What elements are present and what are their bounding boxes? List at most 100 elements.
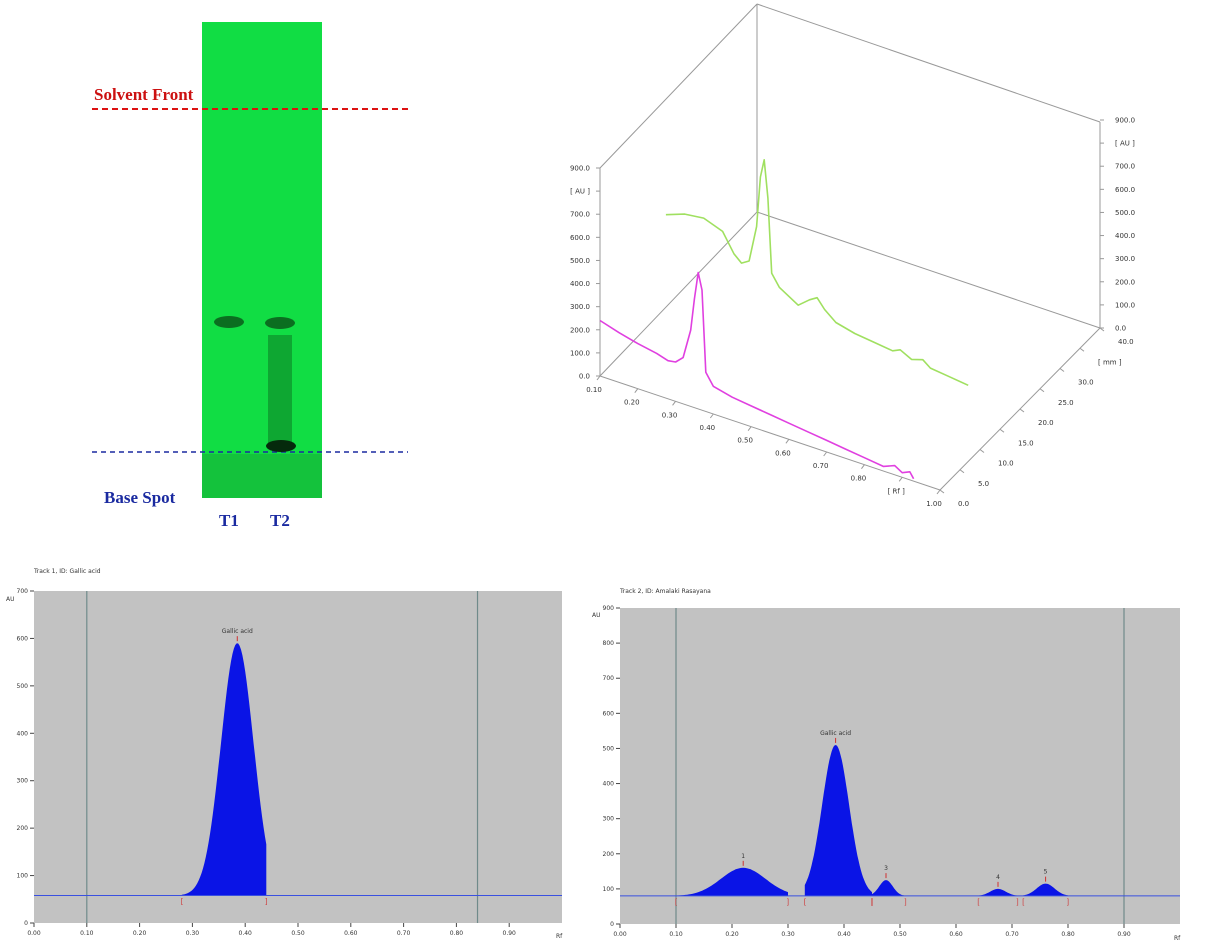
peak-area: [676, 867, 788, 896]
frame-edge: [599, 375, 941, 491]
y-tick-label: 400: [17, 730, 29, 737]
y-tick-right-label: 200.0: [1115, 278, 1135, 286]
tlc-plate-bottom-band: [202, 454, 322, 498]
y-tick-label: 300.0: [570, 303, 590, 311]
track1-chromatogram: Track 1, ID: Gallic acid AU Rf 0 100 200 30…: [6, 568, 563, 940]
peak-label: Gallic acid: [222, 628, 253, 635]
track2-plot-area: [620, 608, 1180, 924]
y-tick-right-label: 100.0: [1115, 301, 1135, 309]
z-tick-label: 10.0: [998, 460, 1014, 468]
y-tick-right-label: [ AU ]: [1115, 140, 1135, 148]
peak-label: Gallic acid: [820, 730, 851, 737]
y-tick-label: 400.0: [570, 280, 590, 288]
y-tick-label: 500: [603, 745, 615, 752]
x-tick-label: 0.00: [613, 931, 627, 938]
x-tick-label: 0.60: [775, 449, 791, 457]
y-tick-right-label: 700.0: [1115, 163, 1135, 171]
y-tick-right-label: 300.0: [1115, 255, 1135, 263]
x-tick-label: 0.20: [624, 399, 640, 407]
x-tick-label: 0.80: [450, 930, 464, 937]
peak-area: [978, 888, 1018, 896]
x-tick: [596, 375, 601, 381]
y-tick-label: 700: [17, 588, 29, 595]
track2-y-axis-label: AU: [592, 612, 601, 619]
y-tick-right-label: 400.0: [1115, 232, 1135, 240]
track1-title: Track 1, ID: Gallic acid: [33, 568, 101, 575]
z-tick: [1019, 408, 1025, 413]
y-tick-label: 0: [24, 920, 28, 927]
peak-area: [1023, 883, 1068, 896]
peak-start-marker: [: [977, 899, 979, 906]
x-tick-label: 0.50: [893, 931, 907, 938]
peak-start-marker: [: [1022, 899, 1024, 906]
y-tick-right-label: 900.0: [1115, 117, 1135, 125]
tlc-base-spot-t2: [266, 440, 296, 452]
z-tick: [1059, 368, 1065, 372]
x-tick-label: 0.30: [662, 411, 678, 419]
x-tick-label: 0.90: [1117, 931, 1131, 938]
solvent-front-label: Solvent Front: [94, 85, 194, 104]
y-tick-label: 700: [603, 675, 615, 682]
y-tick-label: 100: [17, 873, 29, 880]
peak-label: 5: [1044, 869, 1048, 876]
frame-edge: [756, 211, 1101, 329]
z-tick-label: 20.0: [1038, 419, 1054, 427]
y-tick-right-label: 600.0: [1115, 186, 1135, 194]
densitogram-3d: 0.0 100.0 200.0 300.0 400.0 500.0 600.0 700.0 [ …: [570, 3, 1135, 508]
peak-start-marker: [: [675, 899, 677, 906]
track1-y-axis-label: AU: [6, 596, 15, 603]
peak-start-marker: [: [871, 899, 873, 906]
y-tick-label: 200: [17, 825, 29, 832]
y-tick-label: 200.0: [570, 326, 590, 334]
series-line-track2: [665, 159, 969, 387]
z-tick-label: 30.0: [1078, 379, 1094, 387]
x-tick-label: 0.40: [837, 931, 851, 938]
frame-edge: [756, 3, 1101, 123]
x-tick-label: 0.40: [239, 930, 253, 937]
peak-label: 1: [741, 853, 745, 860]
y-tick-label: 800: [603, 640, 615, 647]
tlc-smear-t2: [268, 335, 292, 443]
peak-end-marker: ]: [265, 898, 267, 905]
x-tick: [709, 413, 714, 419]
y-tick-label: 900.0: [570, 165, 590, 173]
z-tick: [979, 449, 985, 453]
z-tick: [1099, 327, 1105, 332]
peak-area: [181, 643, 267, 896]
x-tick: [823, 451, 828, 457]
series-line-track1: [599, 271, 915, 480]
x-tick-label: 0.30: [186, 930, 200, 937]
x-tick: [634, 388, 639, 393]
tlc-spot-t2: [265, 317, 295, 329]
z-tick-label: [ mm ]: [1098, 358, 1122, 366]
z-tick: [939, 489, 945, 494]
x-tick-label: 0.70: [813, 462, 829, 470]
y-tick-label: 300: [17, 778, 29, 785]
y-tick-label: 300: [603, 816, 615, 823]
x-tick-label: 0.20: [133, 930, 147, 937]
peak-end-marker: ]: [871, 899, 873, 906]
y-tick-label: [ AU ]: [570, 188, 590, 196]
x-tick: [936, 489, 941, 495]
peak-area: [872, 880, 906, 896]
track1-x-axis-label: Rf: [556, 933, 563, 940]
x-tick-label: [ Rf ]: [888, 487, 906, 495]
peak-end-marker: ]: [787, 899, 789, 906]
track-label-t2: T2: [270, 511, 290, 530]
x-tick-label: 1.00: [926, 500, 942, 508]
y-tick-right-label: 500.0: [1115, 209, 1135, 217]
x-tick: [785, 439, 790, 444]
x-tick-label: 0.50: [291, 930, 305, 937]
x-tick-label: 0.90: [503, 930, 517, 937]
y-tick-label: 0.0: [579, 373, 590, 381]
x-tick-label: 0.70: [397, 930, 411, 937]
peak-start-marker: [: [804, 899, 806, 906]
frame-edge: [599, 211, 758, 377]
peak-end-marker: ]: [1067, 899, 1069, 906]
z-tick-label: 0.0: [958, 500, 969, 508]
y-tick-label: 600: [17, 635, 29, 642]
x-tick-label: 0.20: [725, 931, 739, 938]
x-tick: [898, 477, 903, 482]
x-tick-label: 0.60: [949, 931, 963, 938]
z-tick-label: 40.0: [1118, 338, 1134, 346]
